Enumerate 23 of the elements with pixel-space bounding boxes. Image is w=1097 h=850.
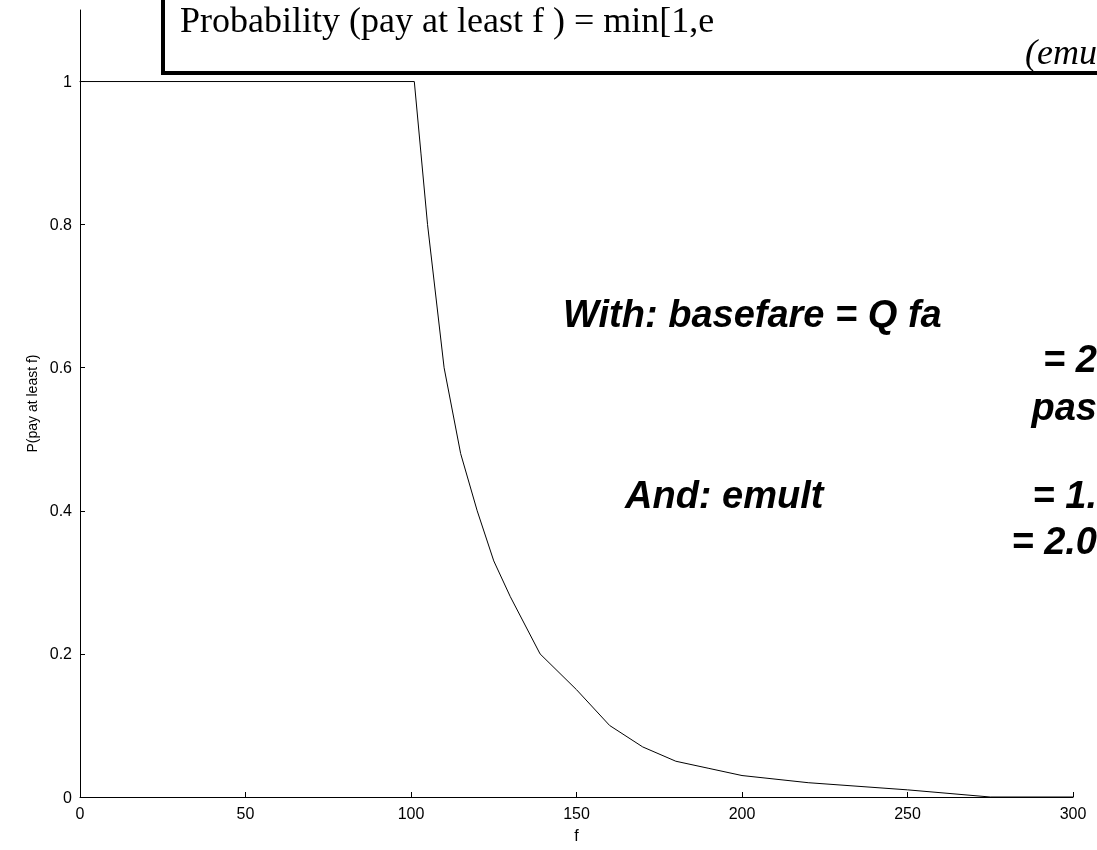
y-axis-title: P(pay at least f)	[23, 354, 40, 453]
y-tick-label: 0.2	[49, 645, 73, 663]
x-tick-label: 0	[75, 804, 85, 822]
annotation: = 1.	[1032, 474, 1097, 516]
annotation: = 2.0	[1011, 520, 1097, 562]
x-axis-title: f	[574, 826, 580, 844]
annotation: And: emult	[624, 474, 825, 516]
annotation: (emu	[1025, 32, 1097, 72]
x-tick-label: 150	[563, 804, 590, 822]
y-tick-label: 1	[63, 73, 73, 91]
annotation: = 2	[1043, 338, 1097, 380]
x-tick-label: 300	[1059, 804, 1087, 822]
y-tick-label: 0.6	[49, 359, 73, 377]
x-tick-label: 250	[894, 804, 921, 822]
annotation: pas	[1030, 386, 1097, 428]
x-tick-label: 100	[397, 804, 425, 822]
annotation: Probability (pay at least f ) = min[1,e	[180, 0, 715, 40]
y-tick-label: 0	[63, 788, 73, 806]
x-tick-label: 50	[236, 804, 255, 822]
y-tick-label: 0.4	[49, 502, 73, 520]
x-tick-label: 200	[728, 804, 756, 822]
y-tick-label: 0.8	[49, 216, 73, 234]
annotation: With: basefare = Q fa	[563, 293, 942, 335]
